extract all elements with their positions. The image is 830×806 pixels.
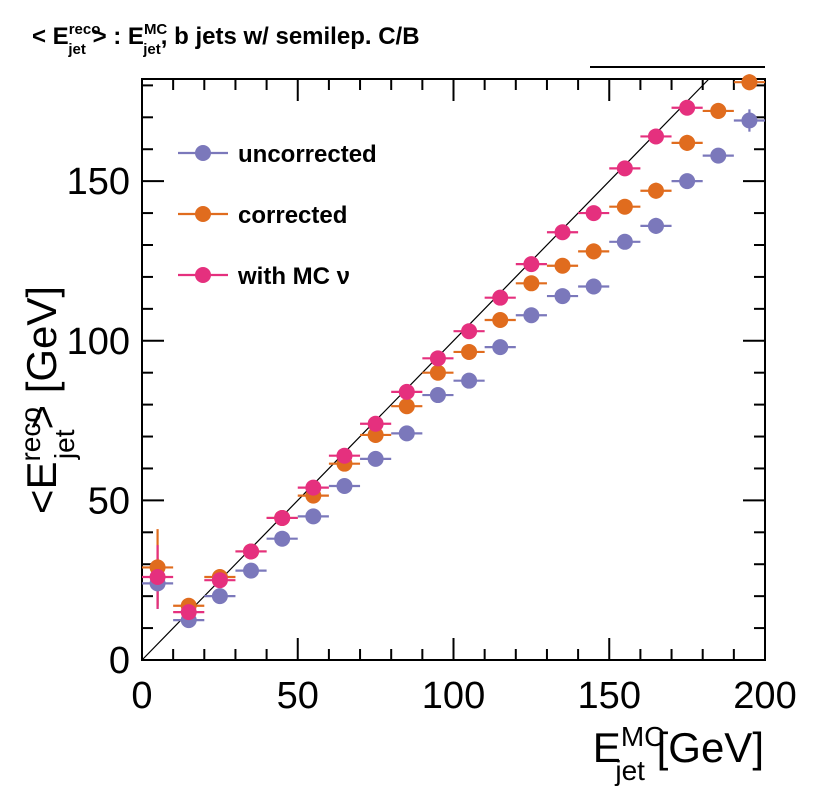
data-point [647,217,664,234]
data-point [554,224,571,241]
data-point [741,112,758,129]
data-point [429,387,446,404]
legend: uncorrected corrected with MC ν [178,141,377,290]
data-point [523,275,540,292]
legend-label: corrected [238,202,347,229]
data-point [367,426,384,443]
data-point [149,569,166,585]
x-tick-label: 100 [422,675,485,717]
y-tick-labels: 0 50 100 150 [67,161,130,682]
x-tick-label: 0 [131,675,152,717]
x-tick-labels: 0 50 100 150 200 [131,675,796,717]
data-point [710,147,727,164]
axis-ticks [141,79,766,661]
data-point [398,398,415,415]
data-point [616,233,633,250]
data-point [710,102,727,119]
y-tick-label: 0 [109,640,130,682]
data-point [274,509,291,526]
x-tick-label: 50 [277,675,319,717]
x-tick-label: 200 [733,675,796,717]
data-point [523,256,540,273]
data-point [616,198,633,215]
y-axis-title: <Ereco jet> [GeV] [15,286,80,514]
data-point [305,479,322,496]
data-point [243,562,260,579]
diagonal-reference-line [141,78,710,661]
data-point [398,425,415,442]
data-point [585,278,602,295]
legend-marker [195,267,211,283]
data-point [554,288,571,305]
data-point [367,415,384,432]
x-axis-title: EMC jet [GeV] [593,721,764,786]
data-point [367,450,384,467]
chart-title: < Ereco jet > : EMC jet, b jets w/ semilep… [32,21,420,58]
y-tick-label: 50 [88,480,130,522]
data-point [461,372,478,389]
data-point [429,350,446,367]
data-point [492,289,509,306]
data-point [336,478,353,495]
data-point [243,543,260,560]
x-tick-label: 150 [578,675,641,717]
plot-frame [141,78,766,661]
data-point [461,343,478,360]
data-point [274,530,291,547]
data-point [492,312,509,329]
legend-label: with MC ν [237,263,350,290]
data-point [398,383,415,400]
data-point [211,572,228,589]
legend-label: uncorrected [238,141,377,168]
data-point [461,323,478,340]
data-point [647,128,664,145]
data-point [679,99,696,116]
data-point [679,134,696,151]
data-point [305,508,322,525]
y-tick-label: 100 [67,321,130,363]
data-point [211,588,228,605]
data-point [647,182,664,199]
data-point [492,339,509,356]
data-point [554,257,571,274]
legend-marker [195,206,211,222]
data-point [180,604,197,621]
y-tick-label: 150 [67,161,130,203]
error-bars [142,74,765,627]
data-point [429,364,446,381]
data-point [616,160,633,177]
data-points [149,74,758,629]
data-point [585,205,602,222]
data-point [523,307,540,324]
data-point [585,243,602,260]
legend-marker [195,145,211,161]
data-point [741,74,758,91]
data-point [336,447,353,464]
data-point [679,173,696,190]
